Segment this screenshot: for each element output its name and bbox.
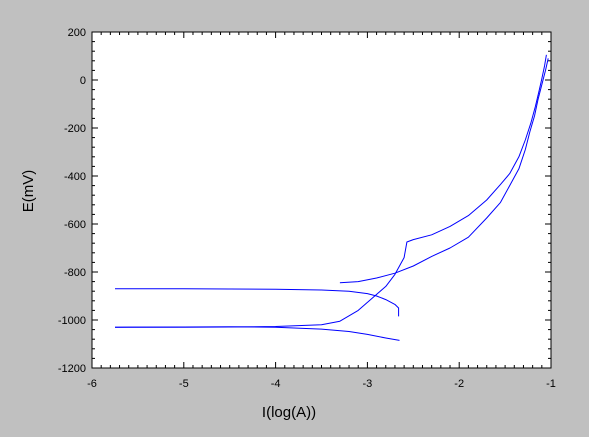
series-group	[114, 54, 549, 341]
series-line-1	[115, 288, 400, 317]
x-tick-label: -6	[87, 378, 97, 390]
y-tick-label: 0	[80, 75, 86, 87]
plot-frame	[91, 31, 552, 369]
series-line-4	[114, 326, 400, 341]
x-tick-label: -1	[546, 378, 556, 390]
y-tick-label: -800	[64, 267, 86, 279]
y-tick-label: 200	[68, 27, 86, 39]
axis-tick-labels: -6 -5 -4 -3 -2 -12000-200-400-600-800-1000-12…	[58, 27, 556, 390]
x-tick-label: -5	[179, 378, 189, 390]
x-tick-label: -2	[454, 378, 464, 390]
y-tick-label: -400	[64, 171, 86, 183]
x-axis-label: I(log(A))	[262, 404, 316, 421]
y-tick-label: -1200	[58, 363, 86, 375]
plot-area	[92, 32, 551, 368]
x-tick-label: -4	[271, 378, 281, 390]
y-axis-label: E(mV)	[20, 170, 37, 213]
y-tick-label: -200	[64, 123, 86, 135]
y-tick-label: -1000	[58, 315, 86, 327]
x-tick-label: -3	[363, 378, 373, 390]
y-tick-label: -600	[64, 219, 86, 231]
series-line-2	[115, 54, 547, 328]
series-line-3	[339, 58, 549, 284]
